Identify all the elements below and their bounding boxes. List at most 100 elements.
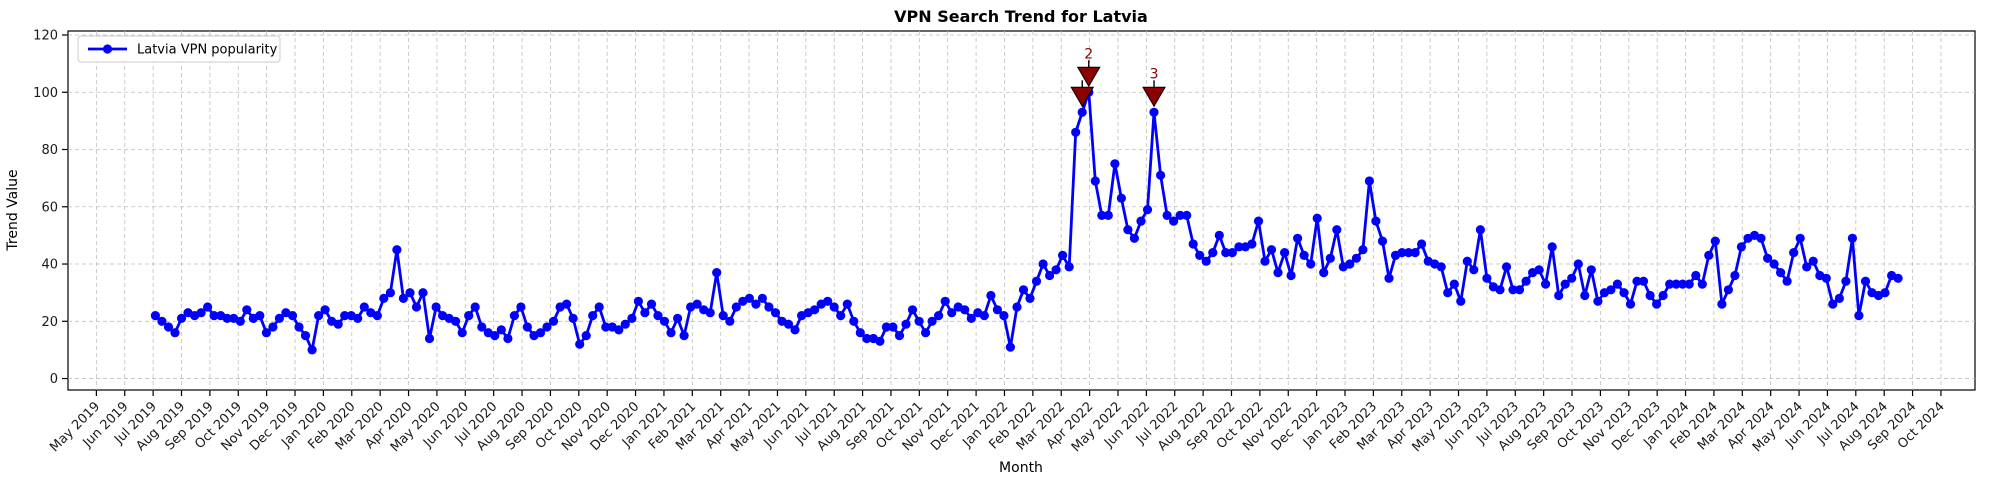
data-point (1025, 293, 1035, 303)
data-point (927, 316, 937, 326)
data-point (966, 313, 976, 323)
data-point (1573, 259, 1583, 269)
data-point (320, 305, 330, 315)
data-point (470, 302, 480, 312)
data-point (1345, 259, 1355, 269)
data-point (1443, 288, 1453, 298)
data-point (751, 299, 761, 309)
data-point (255, 311, 265, 321)
data-point (490, 331, 500, 341)
data-point (398, 293, 408, 303)
y-tick-label: 120 (33, 29, 58, 44)
data-point (1417, 239, 1427, 249)
data-point (601, 322, 611, 332)
data-point (1358, 245, 1368, 255)
data-point (314, 311, 324, 321)
data-point (921, 328, 931, 338)
data-point (1769, 259, 1779, 269)
data-point (1567, 273, 1577, 283)
data-point (392, 245, 402, 255)
data-point (1684, 279, 1694, 289)
data-point (588, 311, 598, 321)
data-point (744, 293, 755, 303)
data-point (712, 268, 722, 278)
data-point (1188, 239, 1198, 249)
data-point (907, 305, 918, 315)
data-point (1495, 285, 1505, 295)
data-point (431, 302, 441, 312)
data-point (1064, 262, 1074, 272)
data-point (790, 325, 800, 335)
data-point (986, 290, 996, 301)
data-point (1286, 270, 1296, 281)
data-point (150, 311, 160, 321)
data-point (353, 313, 363, 323)
data-point (1253, 216, 1264, 226)
data-point (757, 293, 768, 303)
data-point (718, 311, 728, 321)
data-point (1012, 302, 1022, 312)
data-point (1723, 285, 1733, 295)
data-point (823, 296, 833, 306)
data-point (268, 322, 278, 332)
y-tick-label: 60 (41, 200, 58, 215)
data-point (379, 293, 389, 303)
data-point (614, 325, 624, 335)
plot-area (67, 30, 1976, 391)
data-point (1071, 127, 1081, 137)
data-point (542, 322, 552, 332)
data-point (1247, 239, 1257, 249)
data-point (849, 316, 859, 326)
data-point (1521, 276, 1531, 286)
data-point (496, 325, 506, 335)
data-point (1593, 296, 1603, 306)
data-point (881, 322, 892, 332)
data-point (1325, 253, 1335, 263)
data-point (673, 313, 683, 323)
data-point (1182, 210, 1192, 220)
data-point (1462, 256, 1472, 266)
data-point (1456, 296, 1466, 306)
data-point (1142, 205, 1153, 215)
data-point (1795, 233, 1805, 243)
data-point (1632, 276, 1642, 286)
data-point (1273, 268, 1283, 278)
data-point (1691, 270, 1701, 281)
data-point (894, 331, 905, 341)
data-point (522, 322, 533, 332)
data-point (627, 313, 637, 323)
data-point (418, 288, 428, 298)
data-point (1214, 230, 1224, 240)
data-point (1638, 276, 1649, 286)
data-point (1129, 233, 1139, 243)
data-point (901, 319, 911, 329)
data-point (1051, 265, 1061, 275)
data-point (1371, 216, 1381, 226)
data-point (1802, 262, 1812, 272)
data-point (810, 305, 820, 315)
data-point (1652, 299, 1662, 309)
data-point (385, 288, 395, 298)
data-point (1351, 253, 1361, 263)
data-point (1449, 279, 1459, 289)
data-point (594, 302, 604, 312)
data-point (731, 302, 741, 312)
data-point (1312, 213, 1322, 223)
data-point (705, 308, 715, 318)
data-point (1156, 170, 1166, 180)
data-point (359, 302, 369, 312)
data-point (999, 311, 1009, 321)
data-point (940, 296, 950, 306)
data-point (405, 288, 415, 298)
legend-sample-marker-icon (102, 44, 113, 54)
data-point (1834, 293, 1844, 303)
data-point (1547, 242, 1557, 252)
y-axis-label: Trend Value (5, 169, 21, 251)
data-point (1580, 290, 1590, 301)
data-point (457, 328, 467, 338)
data-point (411, 302, 422, 312)
data-point (1501, 262, 1512, 272)
data-point (1821, 273, 1831, 283)
chart-title: VPN Search Trend for Latvia (894, 7, 1148, 26)
